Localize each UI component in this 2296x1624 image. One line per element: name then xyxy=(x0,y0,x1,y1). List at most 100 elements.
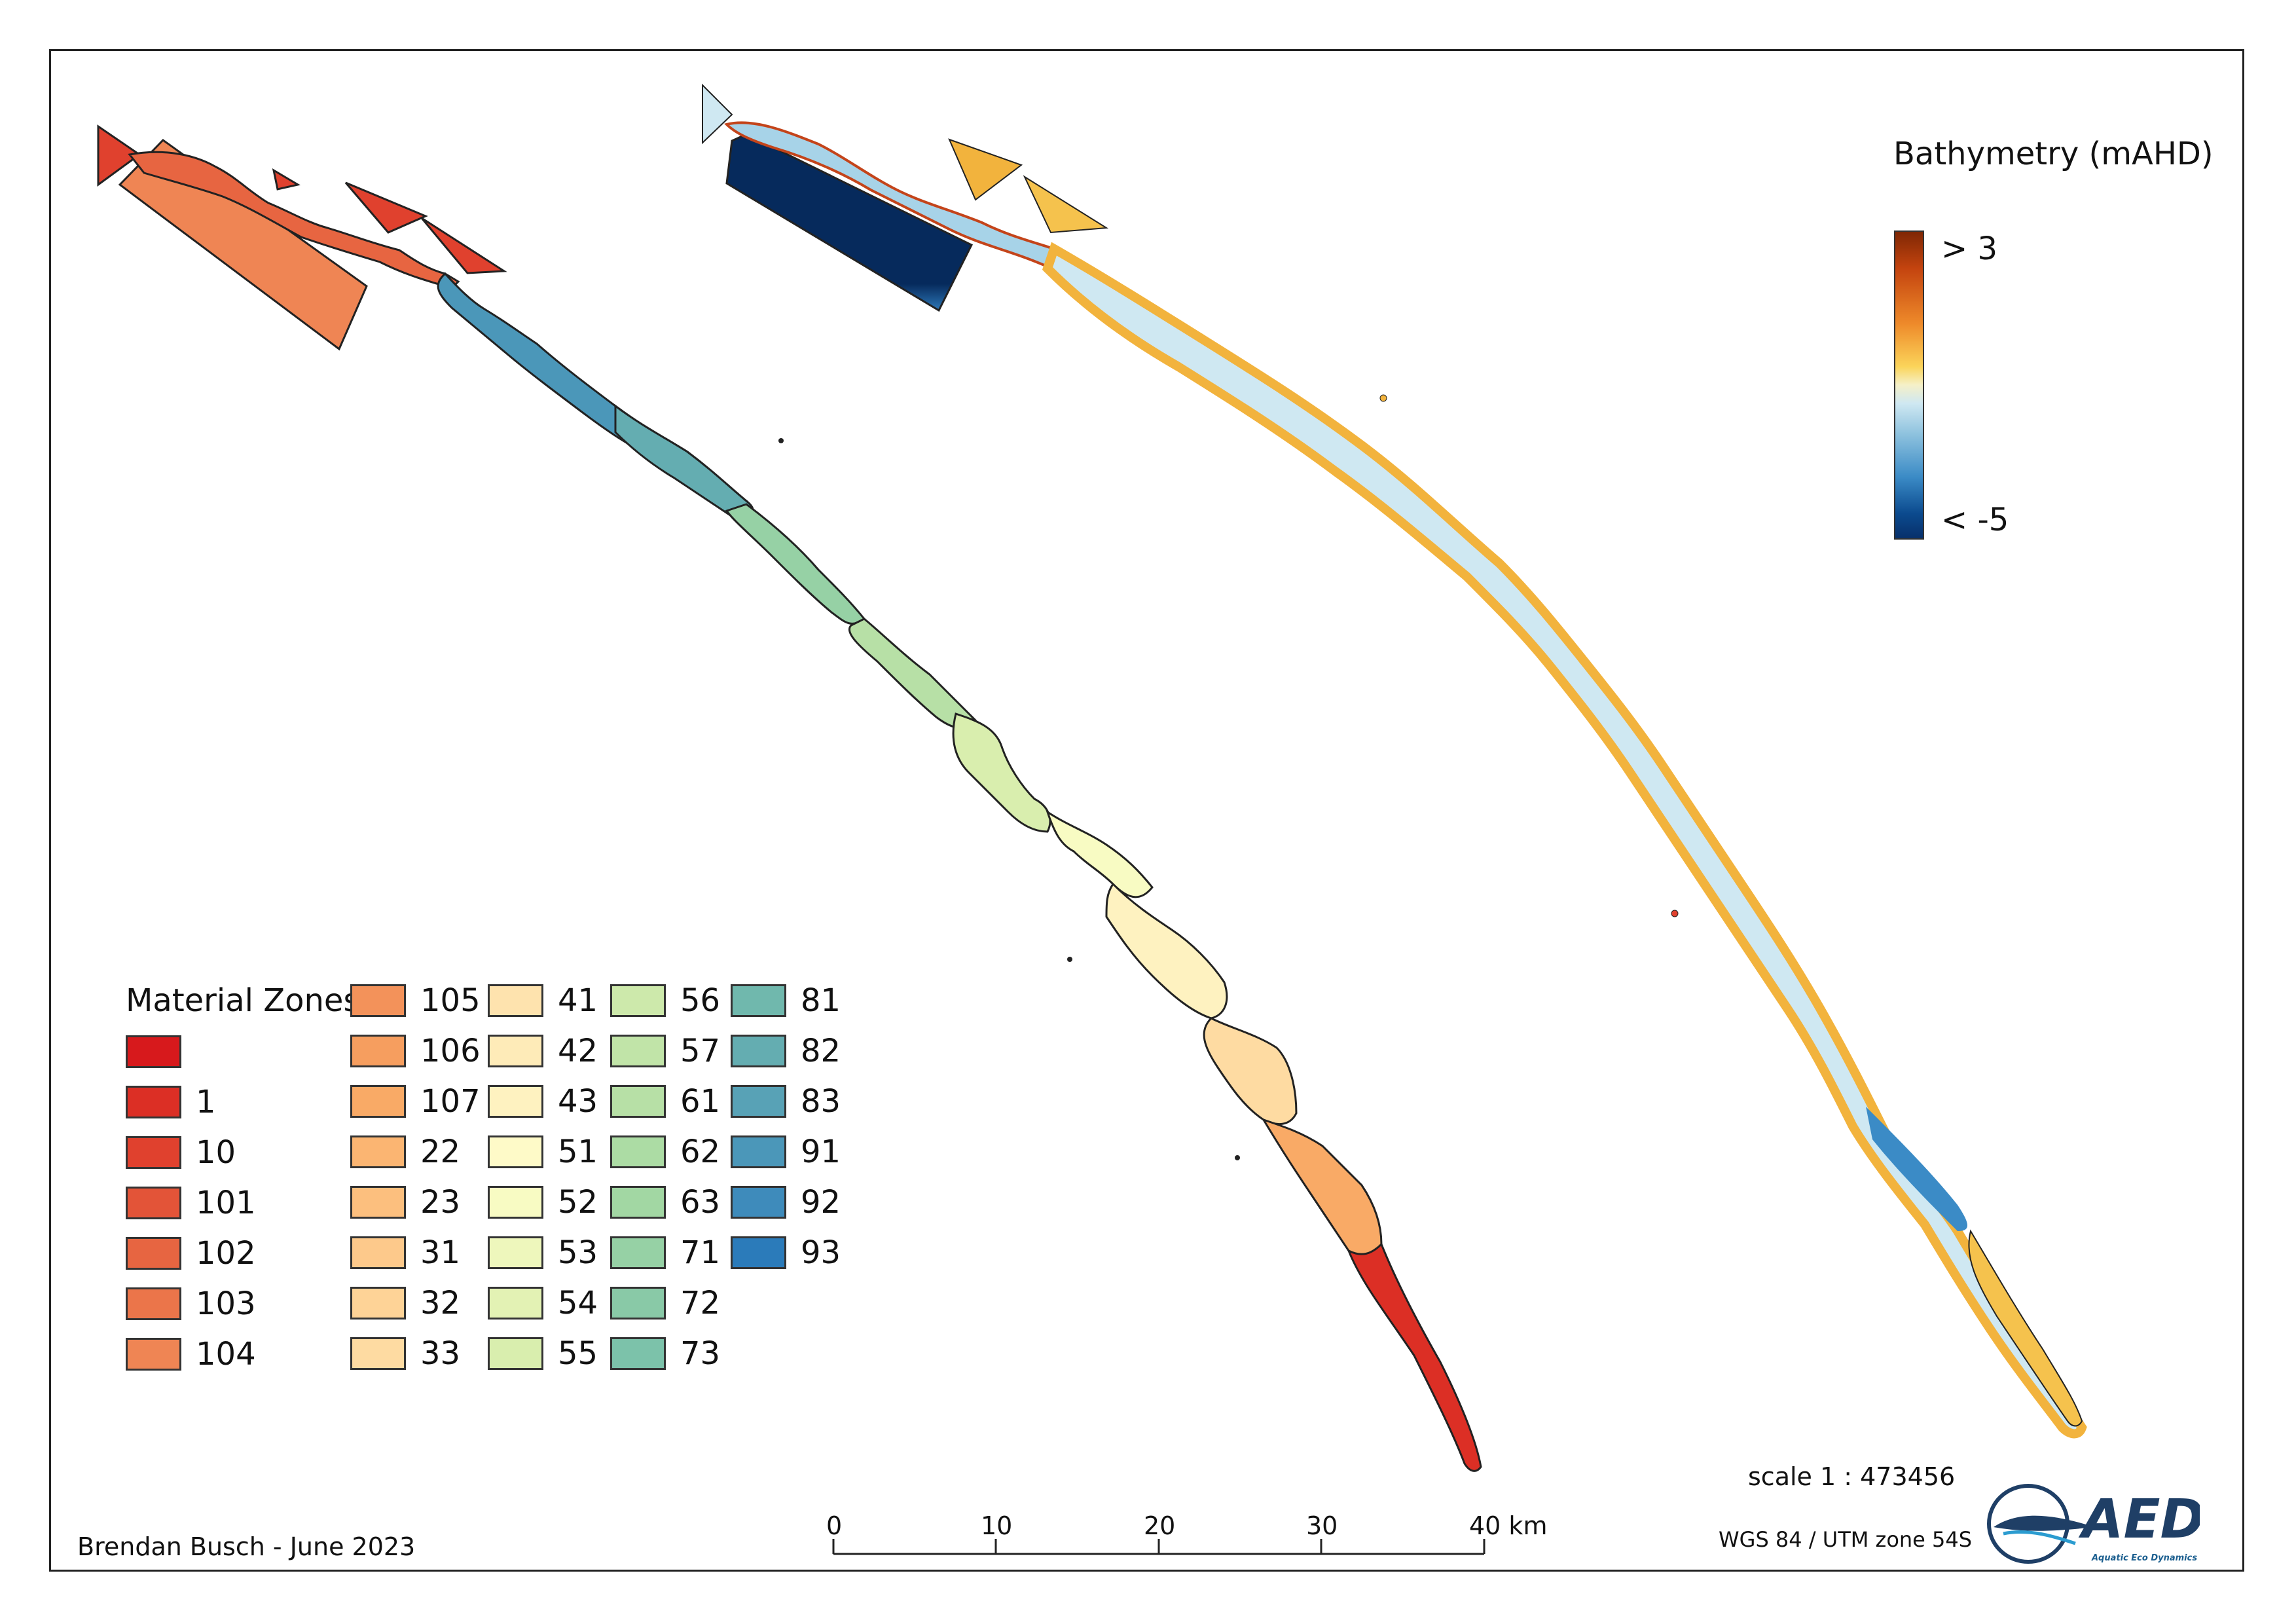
island-dot xyxy=(1067,957,1072,962)
bathy-flag-1 xyxy=(702,83,733,145)
legend-label: 10 xyxy=(196,1134,236,1171)
legend-zone-item: 72 xyxy=(610,1285,720,1321)
legend-swatch xyxy=(610,1287,666,1320)
bathy-tail xyxy=(1968,1229,2083,1427)
legend-swatch xyxy=(126,1086,181,1118)
legend-label: 93 xyxy=(801,1234,841,1271)
colorbar-min-label: < -5 xyxy=(1941,502,2009,538)
legend-label: 43 xyxy=(558,1083,598,1120)
legend-swatch xyxy=(610,984,666,1017)
legend-label: 63 xyxy=(680,1184,721,1221)
legend-label: 107 xyxy=(420,1083,481,1120)
legend-label: 22 xyxy=(420,1134,461,1170)
island-dot xyxy=(1235,1155,1240,1160)
bathy-coorong xyxy=(1042,242,2087,1439)
legend-swatch xyxy=(731,1085,786,1118)
legend-label: 91 xyxy=(801,1134,841,1170)
legend-swatch xyxy=(610,1135,666,1168)
legend-zone-item: 51 xyxy=(488,1134,598,1170)
legend-swatch xyxy=(488,1186,543,1219)
legend-zone-item: 63 xyxy=(610,1184,720,1221)
scale-tick-label: 10 xyxy=(981,1511,1013,1540)
legend-zone-item: 73 xyxy=(610,1335,720,1372)
legend-zone-item: 101 xyxy=(126,1185,256,1221)
legend-swatch xyxy=(610,1035,666,1067)
legend-label: 73 xyxy=(680,1335,721,1372)
scale-tick-label: 20 xyxy=(1144,1511,1176,1540)
legend-zone-item: 82 xyxy=(731,1033,841,1069)
zone-coorong-mid-2 xyxy=(848,618,977,729)
legend-swatch xyxy=(610,1236,666,1269)
bathy-flag-3 xyxy=(1023,175,1109,234)
legend-zone-item: 52 xyxy=(488,1184,598,1221)
legend-swatch xyxy=(350,1236,406,1269)
legend-label: 71 xyxy=(680,1234,721,1271)
scale-bar xyxy=(832,1539,1485,1555)
legend-label: 102 xyxy=(196,1235,256,1272)
legend-label: 83 xyxy=(801,1083,841,1120)
scale-tick-label: 30 xyxy=(1306,1511,1338,1540)
legend-swatch xyxy=(488,1135,543,1168)
legend-swatch xyxy=(488,1287,543,1320)
legend-label: 82 xyxy=(801,1033,841,1069)
legend-zone-item xyxy=(126,1033,196,1070)
legend-label: 32 xyxy=(420,1285,461,1321)
legend-label: 104 xyxy=(196,1336,256,1373)
legend-zone-item: 81 xyxy=(731,982,841,1019)
legend-label: 92 xyxy=(801,1184,841,1221)
legend-zone-item: 93 xyxy=(731,1234,841,1271)
legend-swatch xyxy=(731,1186,786,1219)
legend-swatch xyxy=(350,1186,406,1219)
legend-swatch xyxy=(350,1337,406,1370)
zone-coorong-mid-3 xyxy=(952,712,1051,833)
bathy-flag-2 xyxy=(948,138,1023,201)
legend-swatch xyxy=(350,984,406,1017)
zone-flag-3 xyxy=(344,181,428,234)
legend-zone-item: 61 xyxy=(610,1083,720,1120)
legend-label: 57 xyxy=(680,1033,721,1069)
legend-zone-item: 56 xyxy=(610,982,720,1019)
legend-swatch xyxy=(731,1236,786,1269)
legend-swatch xyxy=(126,1136,181,1169)
legend-zone-item: 32 xyxy=(350,1285,460,1321)
zone-south-tail xyxy=(1347,1242,1482,1472)
legend-swatch xyxy=(731,984,786,1017)
legend-swatch xyxy=(350,1085,406,1118)
legend-swatch xyxy=(488,1035,543,1067)
legend-zone-item: 71 xyxy=(610,1234,720,1271)
legend-zone-item: 107 xyxy=(350,1083,481,1120)
legend-swatch xyxy=(731,1035,786,1067)
bathymetry-map xyxy=(702,83,2087,1439)
legend-zone-item: 22 xyxy=(350,1134,460,1170)
zone-flag-1 xyxy=(97,124,141,187)
legend-swatch xyxy=(610,1186,666,1219)
zone-south-lagoon-1 xyxy=(1105,882,1228,1020)
legend-label: 52 xyxy=(558,1184,598,1221)
legend-label: 106 xyxy=(420,1033,481,1069)
legend-swatch xyxy=(488,1085,543,1118)
legend-label: 23 xyxy=(420,1184,461,1221)
legend-zone-item: 102 xyxy=(126,1235,256,1272)
legend-label: 53 xyxy=(558,1234,598,1271)
legend-zone-item: 10 xyxy=(126,1134,236,1171)
legend-zone-item: 42 xyxy=(488,1033,598,1069)
legend-label: 105 xyxy=(420,982,481,1019)
legend-label: 101 xyxy=(196,1185,256,1221)
legend-swatch xyxy=(126,1338,181,1371)
zone-south-lagoon-2 xyxy=(1203,1017,1298,1126)
legend-label: 41 xyxy=(558,982,598,1019)
legend-zone-item: 41 xyxy=(488,982,598,1019)
zone-coorong-mid-4 xyxy=(1046,809,1154,898)
legend-label: 81 xyxy=(801,982,841,1019)
material-legend-title: Material Zones xyxy=(126,982,360,1019)
zone-flag-2 xyxy=(272,168,301,191)
map-frame xyxy=(49,49,2244,1572)
crs-label: WGS 84 / UTM zone 54S xyxy=(1719,1527,1973,1552)
legend-swatch xyxy=(731,1135,786,1168)
legend-swatch xyxy=(488,984,543,1017)
legend-zone-item: 62 xyxy=(610,1134,720,1170)
legend-swatch xyxy=(126,1237,181,1270)
scale-tick-label: 40 km xyxy=(1469,1511,1548,1540)
bathy-dot xyxy=(1671,910,1679,917)
